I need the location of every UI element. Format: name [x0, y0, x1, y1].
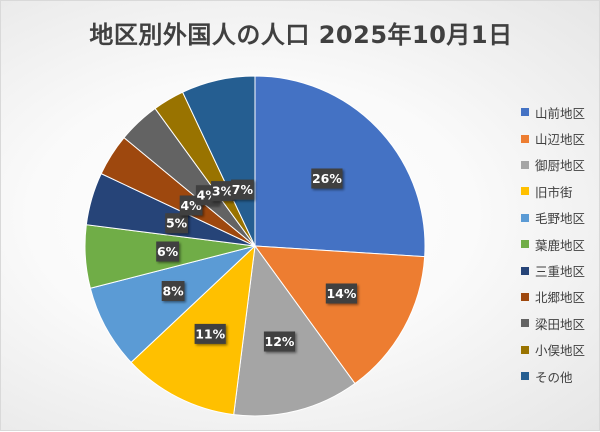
chart-title: 地区別外国人の人口 2025年10月1日	[89, 21, 513, 49]
data-label-box	[165, 213, 188, 234]
legend-item: 北郷地区	[521, 284, 600, 310]
pie-slice-3	[233, 244, 356, 417]
data-label-box	[311, 168, 343, 189]
data-label-text: 11%	[195, 326, 225, 341]
legend-label: 御厨地区	[535, 158, 586, 174]
data-label-text: 14%	[326, 286, 356, 301]
legend-item: 小俣地区	[521, 337, 600, 363]
data-label-box	[156, 241, 179, 262]
legend-label: 小俣地区	[535, 343, 586, 359]
legend-item: 山前地区	[521, 99, 600, 125]
legend-label: 毛野地区	[535, 211, 586, 227]
legend: 山前地区山辺地区御厨地区旧市街毛野地区葉鹿地区三重地区北郷地区梁田地区小俣地区そ…	[521, 99, 600, 389]
legend-item: 山辺地区	[521, 125, 600, 151]
data-label-11: 7%	[231, 179, 254, 200]
data-label-box	[231, 179, 254, 200]
legend-swatch	[521, 187, 529, 196]
data-label-box	[194, 323, 226, 344]
legend-label: 山辺地区	[535, 132, 586, 148]
pie-slices	[84, 75, 426, 417]
data-label-text: 12%	[265, 334, 295, 349]
legend-label: 梁田地区	[535, 316, 586, 332]
legend-label: 葉鹿地区	[535, 237, 586, 253]
data-label-5: 8%	[161, 281, 185, 301]
legend-swatch	[521, 345, 529, 354]
legend-label: 三重地区	[535, 264, 586, 280]
data-label-3: 12%	[263, 331, 296, 352]
legend-swatch	[521, 292, 529, 301]
legend-swatch	[521, 319, 529, 328]
legend-item: 旧市街	[521, 178, 600, 204]
data-label-2: 14%	[325, 283, 357, 304]
data-label-text: 3%	[212, 184, 234, 199]
pie-slice-4	[130, 244, 256, 416]
data-label-10: 3%	[211, 181, 234, 202]
data-label-box	[325, 283, 357, 304]
legend-swatch	[521, 372, 529, 381]
data-label-text: 6%	[157, 244, 179, 259]
pie-slice-1	[254, 75, 426, 258]
legend-label: その他	[535, 369, 573, 385]
legend-item: 梁田地区	[521, 310, 600, 336]
legend-swatch	[521, 213, 529, 222]
data-label-text: 8%	[162, 284, 184, 299]
data-label-box	[161, 281, 185, 301]
legend-item: その他	[521, 363, 600, 389]
legend-swatch	[521, 134, 529, 143]
legend-label: 北郷地区	[535, 290, 586, 306]
legend-item: 御厨地区	[521, 152, 600, 178]
data-label-7: 5%	[165, 213, 188, 234]
data-label-6: 6%	[156, 241, 179, 262]
data-label-text: 26%	[312, 171, 342, 186]
data-label-text: 7%	[232, 182, 254, 197]
pie-slice-11	[181, 75, 256, 247]
data-label-box	[211, 181, 234, 202]
legend-label: 旧市街	[535, 184, 573, 200]
legend-item: 三重地区	[521, 257, 600, 283]
pie-slice-2	[253, 245, 426, 385]
legend-swatch	[521, 160, 529, 169]
data-label-1: 26%	[311, 168, 343, 189]
legend-swatch	[521, 266, 529, 275]
data-label-text: 5%	[166, 216, 188, 231]
legend-item: 葉鹿地区	[521, 231, 600, 257]
data-label-4: 11%	[194, 323, 226, 344]
legend-item: 毛野地区	[521, 205, 600, 231]
data-label-box	[263, 331, 296, 352]
legend-swatch	[521, 240, 529, 249]
legend-swatch	[521, 108, 529, 117]
pie-data-labels: 26%14%12%11%8%6%5%4%4%3%7%	[156, 168, 357, 352]
legend-label: 山前地区	[535, 105, 586, 121]
